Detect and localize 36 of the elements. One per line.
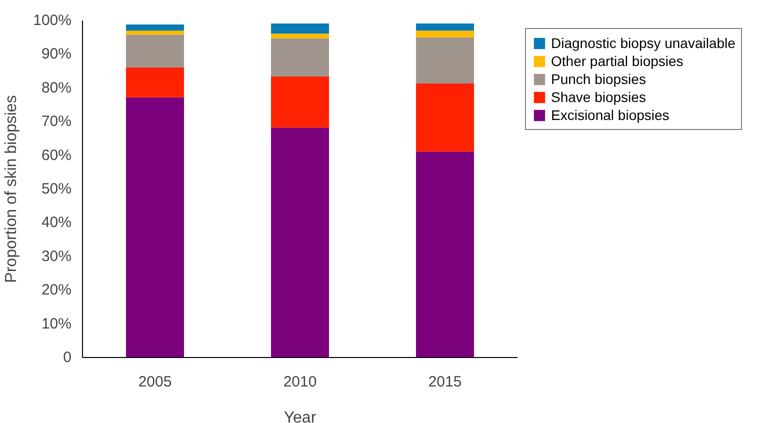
y-tick-label: 90%	[41, 46, 72, 63]
legend-label: Excisional biopsies	[551, 107, 670, 123]
y-tick-label: 20%	[41, 282, 72, 299]
bar	[416, 84, 474, 152]
y-tick-label: 50%	[41, 180, 72, 198]
y-axis-title: Proportion of skin biopsies	[3, 95, 20, 283]
x-axis-title: Year	[284, 410, 317, 423]
bar	[271, 76, 329, 128]
bar	[126, 67, 184, 98]
bar	[126, 34, 184, 68]
x-tick-label: 2015	[428, 374, 462, 390]
y-tick-label: 0	[63, 349, 72, 366]
bar	[126, 24, 184, 31]
bar	[271, 34, 329, 38]
bar	[416, 152, 474, 358]
bar	[126, 97, 184, 358]
bar	[416, 37, 474, 84]
y-tick-label: 30%	[41, 248, 72, 265]
y-tick-label: 40%	[41, 214, 72, 232]
y-tick-label: 100%	[33, 12, 72, 29]
legend-label: Other partial biopsies	[551, 53, 684, 69]
bar	[126, 30, 184, 35]
legend-label: Shave biopsies	[551, 89, 646, 105]
y-tick-label: 80%	[41, 79, 72, 96]
x-tick-label: 2010	[283, 374, 317, 390]
bar	[416, 24, 474, 31]
bar	[271, 128, 329, 358]
bar	[271, 38, 329, 76]
x-tick-label: 2005	[138, 374, 172, 390]
bar	[271, 24, 329, 34]
legend-label: Punch biopsies	[551, 71, 646, 87]
y-tick-label: 10%	[41, 315, 72, 332]
legend-label: Diagnostic biopsy unavailable	[551, 35, 736, 51]
y-tick-label: 70%	[41, 113, 72, 130]
y-tick-label: 60%	[41, 146, 72, 164]
bar	[416, 30, 474, 38]
